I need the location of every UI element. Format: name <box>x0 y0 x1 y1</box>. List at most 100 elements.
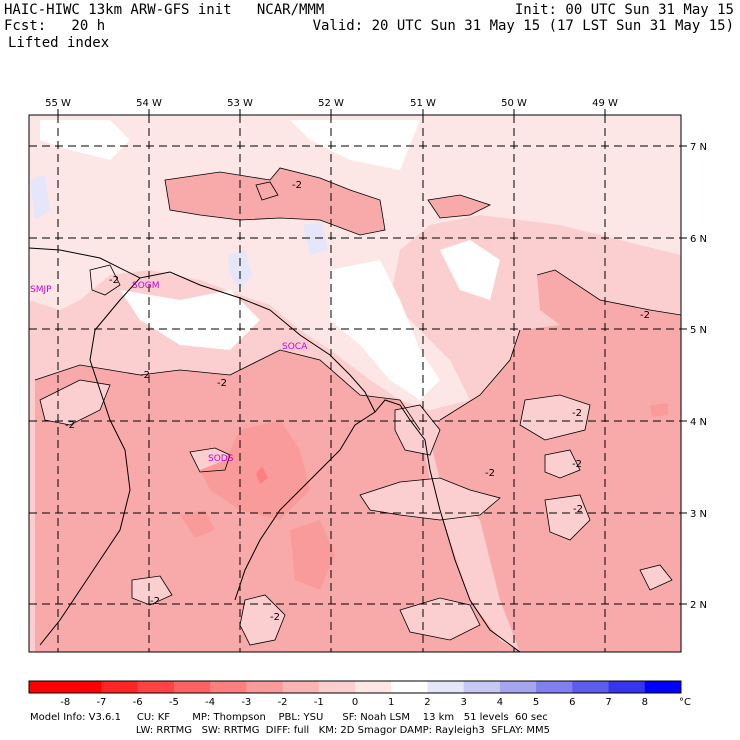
header-title: HAIC-HIWC 13km ARW-GFS init NCAR/MMM <box>4 2 325 18</box>
contour-label: -2 <box>572 459 582 470</box>
colorbar-swatch <box>499 681 537 693</box>
map-frame <box>28 114 682 653</box>
colorbar-tick-label: 8 <box>642 697 648 708</box>
lon-label: 53 W <box>227 98 253 109</box>
colorbar-frame <box>28 680 682 694</box>
field-region-white-2 <box>290 120 420 170</box>
lon-label: 50 W <box>501 98 527 109</box>
colorbar-tick-label: 0 <box>352 697 358 708</box>
colorbar-swatch <box>29 681 66 693</box>
colorbar-swatch <box>463 681 501 693</box>
colorbar-tick-label: 3 <box>460 697 466 708</box>
station-label: SOCA <box>282 342 308 352</box>
field-island-8 <box>640 565 672 590</box>
colorbar-unit: °C <box>679 697 691 708</box>
colorbar-swatch <box>282 681 320 693</box>
field-region-strong-2 <box>165 168 385 235</box>
field-spot-5 <box>256 466 268 484</box>
field-region-lavender <box>228 250 252 290</box>
colorbar-swatch <box>210 681 247 693</box>
field-region-strong-3 <box>430 315 681 652</box>
field-spot-4 <box>650 403 668 417</box>
field-island-6 <box>545 450 580 478</box>
contour-label: -2 <box>217 378 227 389</box>
colorbar-swatch <box>101 681 139 693</box>
field-spot-2 <box>180 510 215 538</box>
colorbar-tick-label: -1 <box>314 697 324 708</box>
colorbar-swatch <box>355 681 392 693</box>
contour-label: -2 <box>640 310 650 321</box>
field-island-3 <box>360 478 500 520</box>
colorbar-swatch <box>246 681 284 693</box>
lat-label: 7 N <box>690 142 707 153</box>
colorbar-swatch <box>427 681 465 693</box>
colorbar-swatch <box>173 681 211 693</box>
field-region-light-2 <box>430 115 681 220</box>
contour-label: -2 <box>485 468 495 479</box>
station-label: SMJP <box>30 285 52 295</box>
contour-label: -2 <box>65 420 75 431</box>
field-region-white-4 <box>330 260 440 400</box>
colorbar-tick-label: -8 <box>60 697 70 708</box>
contour-lines <box>34 167 681 646</box>
model-info-line1: Model Info: V3.6.1 CU: KF MP: Thompson P… <box>30 712 548 723</box>
field-island-7 <box>545 495 590 540</box>
colorbar-swatch <box>318 681 356 693</box>
colorbar-tick-label: 4 <box>497 697 503 708</box>
colorbar-tick-label: -4 <box>205 697 215 708</box>
lon-label: 49 W <box>592 98 618 109</box>
contour-label: -2 <box>573 504 583 515</box>
colorbar-swatch <box>608 681 646 693</box>
field-region-strong-4 <box>537 270 681 330</box>
field-island-9 <box>132 576 172 605</box>
station-label: SODS <box>208 454 234 464</box>
contour-label: -2 <box>109 275 119 286</box>
forecast-hour: Fcst: 20 h <box>4 18 106 34</box>
colorbar-tick-label: 1 <box>388 697 394 708</box>
lon-label: 54 W <box>136 98 162 109</box>
colorbar-tick-label: -2 <box>278 697 288 708</box>
station-label: SOGM <box>132 281 160 291</box>
colorbar-tick-label: -5 <box>169 697 179 708</box>
colorbar-tick-label: 7 <box>605 697 611 708</box>
lon-label: 51 W <box>410 98 436 109</box>
colorbar-swatch <box>391 681 428 693</box>
field-island-11 <box>400 598 480 640</box>
field-region-white-5 <box>440 240 500 300</box>
valid-time: Valid: 20 UTC Sun 31 May 15 (17 LST Sun … <box>312 18 734 34</box>
field-island-5 <box>520 395 590 440</box>
colorbar-tick-label: 6 <box>569 697 575 708</box>
lat-label: 2 N <box>690 600 707 611</box>
field-island-10 <box>240 595 285 645</box>
model-info-line2: LW: RRTMG SW: RRTMG DIFF: full KM: 2D Sm… <box>120 725 550 736</box>
colorbar-swatch <box>137 681 175 693</box>
contour-label: -2 <box>270 612 280 623</box>
colorbar-swatch <box>644 681 682 693</box>
contour-label: -2 <box>150 596 160 607</box>
lat-label: 4 N <box>690 417 707 428</box>
map-ticks <box>57 109 687 605</box>
lat-label: 3 N <box>690 509 707 520</box>
lat-label: 5 N <box>690 325 707 336</box>
coastline <box>29 247 521 652</box>
colorbar-swatch <box>65 681 102 693</box>
colorbar-tick-label: -3 <box>241 697 251 708</box>
field-region-white-3 <box>120 290 260 350</box>
contour-label: -2 <box>140 370 150 381</box>
contour-label: -2 <box>292 180 302 191</box>
contour-label: -2 <box>572 408 582 419</box>
lon-label: 55 W <box>45 98 71 109</box>
colorbar-tick-label: -7 <box>96 697 106 708</box>
field-spot-3 <box>290 520 335 590</box>
colorbar-swatch <box>536 681 573 693</box>
lon-label: 52 W <box>318 98 344 109</box>
field-region-strong-5 <box>428 195 490 218</box>
lat-lon-grid <box>29 115 681 652</box>
variable-name: Lifted index <box>8 35 110 51</box>
field-region-lavender-3 <box>30 175 50 220</box>
colorbar-swatch <box>572 681 610 693</box>
field-spot-1 <box>200 420 310 520</box>
field-region-white <box>40 120 130 160</box>
colorbar-tick-label: -6 <box>133 697 143 708</box>
